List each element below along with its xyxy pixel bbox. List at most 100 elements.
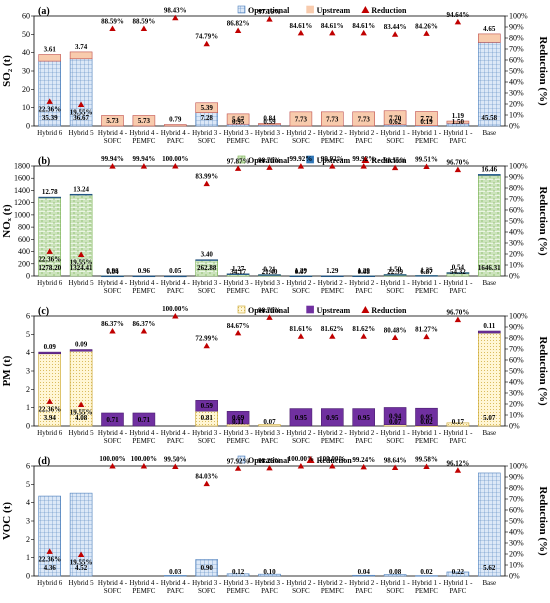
y2-tick-label: 40% — [509, 528, 524, 537]
y2-tick-label: 10% — [509, 111, 524, 120]
category-label: Hybrid 3 - — [255, 579, 285, 587]
upstream-value-label: 0.21 — [263, 266, 276, 274]
legend-label: Reduction — [317, 456, 353, 465]
reduction-value-label: 99.58% — [415, 455, 438, 463]
upstream-bar — [226, 411, 250, 425]
category-label-line2: PEMFC — [227, 137, 250, 145]
operational-value-label: 0.90 — [201, 564, 214, 572]
y-tick-label: 40 — [22, 48, 30, 57]
upstream-value-label: 0.94 — [389, 413, 402, 421]
y2-tick-label: 30% — [509, 389, 524, 398]
reduction-value-label: 99.92% — [321, 155, 344, 163]
operational-bar — [38, 495, 61, 577]
operational-value-label: 3.94 — [44, 414, 57, 422]
y2-tick-label: 70% — [509, 345, 524, 354]
category-label-line2: PAFC — [261, 587, 278, 595]
operational-value-label: 4.52 — [75, 564, 88, 572]
reduction-marker — [391, 334, 399, 340]
reduction-value-label: 86.37% — [133, 320, 156, 328]
category-label-line2: SOFC — [198, 137, 216, 145]
reduction-value-label: 97.92% — [227, 457, 250, 465]
upstream-value-label: 12.78 — [42, 188, 58, 196]
upstream-bar — [415, 111, 438, 126]
operational-value-label: 35.39 — [42, 114, 58, 122]
reduction-marker — [423, 463, 430, 469]
category-label: Hybrid 2 - — [318, 429, 348, 437]
upstream-bar — [69, 349, 93, 352]
category-label-line2: SOFC — [386, 587, 404, 595]
y-tick-label: 5 — [26, 480, 30, 489]
category-label: Hybrid 6 — [37, 579, 63, 587]
category-label-line2: PEMFC — [415, 137, 438, 145]
reduction-marker — [329, 163, 336, 169]
operational-value-label: 54.32 — [450, 268, 466, 276]
upstream-bar — [258, 123, 281, 126]
reduction-value-label: 100.00% — [162, 155, 188, 163]
reduction-marker — [203, 180, 210, 187]
y2-axis-title: Reduction (%) — [537, 486, 549, 556]
upstream-bar — [352, 408, 375, 427]
upstream-bar — [289, 111, 313, 127]
reduction-marker — [266, 16, 273, 22]
reduction-value-label: 81.62% — [321, 325, 344, 333]
category-label-line2: PEMFC — [321, 137, 344, 145]
reduction-value-label: 96.70% — [447, 309, 470, 317]
reduction-value-label: 98.70% — [258, 156, 281, 164]
reduction-marker — [360, 463, 367, 470]
y2-tick-label: 60% — [509, 506, 524, 515]
operational-value-label: 4.08 — [75, 414, 88, 422]
upstream-value-label: 1.50 — [389, 266, 402, 274]
reduction-marker — [46, 548, 53, 554]
y-tick-label: 4 — [26, 348, 30, 357]
category-label-line2: PAFC — [355, 587, 372, 595]
y2-tick-label: 90% — [509, 23, 524, 32]
category-label: Hybrid 2 - — [349, 129, 379, 137]
y2-tick-label: 10% — [509, 561, 524, 570]
y-tick-label: 6 — [26, 312, 30, 321]
operational-bar — [226, 573, 250, 577]
reduction-value-label: 99.92% — [352, 155, 375, 163]
reduction-value-label: 99.94% — [133, 155, 156, 163]
y2-tick-label: 20% — [509, 250, 524, 259]
upstream-bar — [478, 33, 501, 43]
reduction-marker — [46, 398, 53, 404]
y2-tick-label: 80% — [509, 334, 524, 343]
reduction-marker — [423, 163, 430, 170]
operational-value-label: 0.12 — [232, 568, 245, 576]
y2-tick-label: 100% — [509, 312, 528, 321]
y-tick-label: 2 — [26, 385, 30, 394]
category-label-line2: PAFC — [261, 437, 278, 445]
reduction-marker — [297, 29, 305, 36]
category-label-line2: SOFC — [104, 287, 122, 295]
y-tick-label: 400 — [18, 247, 30, 256]
y-tick-label: 2 — [26, 535, 30, 544]
category-label: Hybrid 6 — [37, 129, 63, 137]
reduction-value-label: 22.36% — [38, 255, 61, 263]
category-label: Hybrid 3 - — [192, 129, 222, 137]
operational-bar — [195, 559, 218, 577]
operational-value-label: 0.08 — [358, 268, 371, 276]
reduction-value-label: 86.37% — [101, 320, 124, 328]
upstream-bar — [352, 111, 375, 127]
upstream-bar — [38, 54, 61, 62]
category-label: Hybrid 5 — [69, 129, 95, 137]
upstream-bar — [38, 196, 61, 199]
upstream-value-label: 7.73 — [358, 115, 371, 123]
operational-value-label: 0.04 — [106, 268, 119, 276]
y2-axis-title: Reduction (%) — [537, 36, 549, 106]
operational-value-label: 262.88 — [197, 264, 217, 272]
reduction-value-label: 81.61% — [290, 325, 313, 333]
panel-label: (b) — [38, 156, 50, 167]
upstream-bar — [383, 407, 407, 426]
upstream-bar — [101, 115, 124, 127]
y-axis-title: SO₂ (t) — [1, 55, 13, 87]
y2-tick-label: 90% — [509, 473, 524, 482]
upstream-value-label: 0.84 — [263, 114, 276, 122]
upstream-bar — [38, 351, 61, 355]
operational-value-label: 21.40 — [262, 268, 278, 276]
category-label-line2: PAFC — [261, 137, 278, 145]
legend-swatch-upstream — [306, 5, 314, 14]
operational-value-label: 34.17 — [230, 268, 246, 276]
category-label-line2: SOFC — [104, 437, 122, 445]
legend-reduction-marker — [361, 156, 370, 163]
